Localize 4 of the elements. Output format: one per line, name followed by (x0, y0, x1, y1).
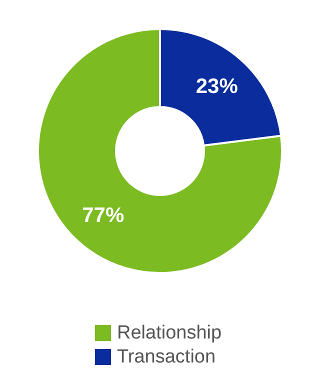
legend-label: Relationship (117, 322, 222, 344)
legend-label: Transaction (117, 346, 216, 368)
data-label: 77% (82, 204, 124, 228)
data-label: 23% (196, 74, 238, 98)
